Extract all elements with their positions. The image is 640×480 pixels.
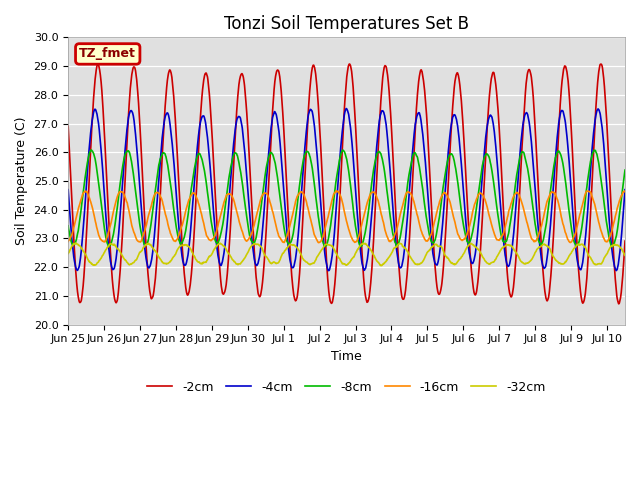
- -16cm: [164, 222, 172, 228]
- -16cm: [315, 240, 323, 245]
- Y-axis label: Soil Temperature (C): Soil Temperature (C): [15, 117, 28, 245]
- -8cm: [175, 238, 183, 243]
- -32cm: [64, 251, 72, 256]
- -32cm: [276, 258, 284, 264]
- Line: -8cm: -8cm: [68, 150, 625, 247]
- -4cm: [548, 203, 556, 208]
- -32cm: [548, 251, 556, 257]
- Line: -32cm: -32cm: [68, 243, 625, 265]
- -8cm: [88, 147, 95, 153]
- -8cm: [276, 192, 284, 198]
- Title: Tonzi Soil Temperatures Set B: Tonzi Soil Temperatures Set B: [224, 15, 469, 33]
- -4cm: [621, 187, 629, 192]
- -2cm: [346, 61, 353, 67]
- -8cm: [486, 157, 493, 163]
- -8cm: [608, 244, 616, 250]
- Line: -16cm: -16cm: [68, 191, 625, 242]
- -16cm: [225, 191, 233, 197]
- -8cm: [621, 167, 629, 173]
- -4cm: [275, 132, 283, 138]
- -2cm: [225, 251, 233, 256]
- -32cm: [621, 252, 629, 258]
- -8cm: [225, 173, 233, 179]
- -2cm: [175, 178, 182, 184]
- -32cm: [72, 240, 79, 246]
- Legend: -2cm, -4cm, -8cm, -16cm, -32cm: -2cm, -4cm, -8cm, -16cm, -32cm: [142, 376, 551, 399]
- -2cm: [64, 123, 72, 129]
- X-axis label: Time: Time: [332, 350, 362, 363]
- -16cm: [175, 233, 182, 239]
- -2cm: [486, 89, 493, 95]
- -2cm: [621, 238, 629, 244]
- -16cm: [275, 234, 283, 240]
- -4cm: [325, 268, 333, 274]
- -4cm: [486, 112, 494, 118]
- -16cm: [548, 190, 556, 195]
- -32cm: [225, 251, 233, 257]
- -4cm: [64, 187, 72, 192]
- -16cm: [332, 188, 340, 194]
- -16cm: [64, 239, 72, 244]
- -4cm: [342, 106, 350, 111]
- -16cm: [621, 188, 629, 194]
- -4cm: [225, 202, 233, 207]
- -32cm: [486, 261, 494, 267]
- -16cm: [486, 216, 494, 222]
- -2cm: [164, 72, 172, 78]
- -8cm: [164, 168, 172, 173]
- -4cm: [164, 111, 172, 117]
- -2cm: [275, 72, 283, 77]
- -4cm: [175, 221, 182, 227]
- Line: -2cm: -2cm: [68, 64, 625, 304]
- -8cm: [548, 179, 556, 185]
- -32cm: [378, 263, 385, 268]
- -2cm: [548, 263, 556, 268]
- Text: TZ_fmet: TZ_fmet: [79, 48, 136, 60]
- -32cm: [175, 244, 183, 250]
- -8cm: [64, 223, 72, 228]
- -32cm: [164, 260, 172, 266]
- -2cm: [615, 301, 623, 307]
- Line: -4cm: -4cm: [68, 108, 625, 271]
